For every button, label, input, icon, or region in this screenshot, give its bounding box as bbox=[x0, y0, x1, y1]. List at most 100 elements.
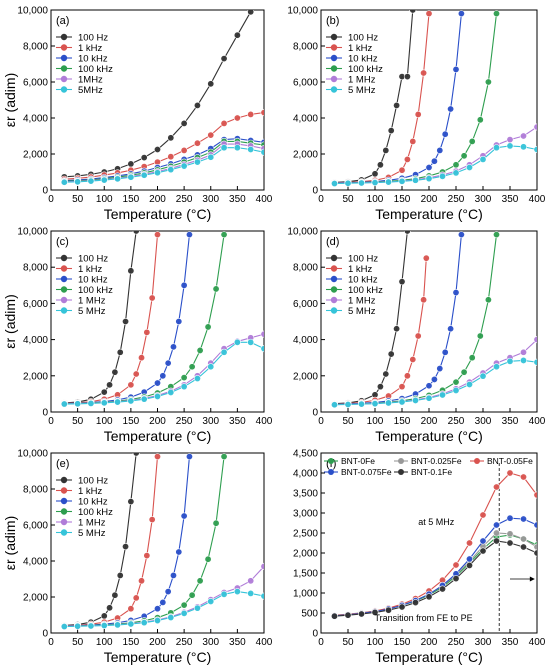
legend-marker bbox=[60, 497, 68, 505]
legend-label: BNT-0.075Fe bbox=[341, 467, 392, 477]
panel-label: (b) bbox=[326, 15, 339, 27]
data-point-5-mhz bbox=[207, 597, 215, 605]
data-point-100-hz bbox=[376, 161, 384, 169]
legend-label: BNT-0.025Fe bbox=[411, 456, 462, 466]
data-point-bnt-0-05fe bbox=[519, 473, 527, 481]
data-point-5-mhz bbox=[506, 142, 514, 150]
data-point-bnt-0-05fe bbox=[479, 511, 487, 519]
legend-marker bbox=[330, 65, 338, 72]
legend-marker bbox=[60, 33, 68, 41]
legend-label: 100 Hz bbox=[348, 33, 378, 44]
data-point-bnt-0-05fe bbox=[533, 491, 537, 499]
data-point-bnt-0-05fe bbox=[452, 561, 460, 569]
data-point-10-khz bbox=[159, 372, 167, 380]
data-point-5-mhz bbox=[519, 143, 527, 151]
data-point-bnt-0-1fe bbox=[371, 608, 379, 616]
x-tick-label: 150 bbox=[394, 416, 411, 427]
data-point-1-khz bbox=[409, 137, 417, 145]
data-point-5-mhz bbox=[398, 177, 406, 185]
legend-marker bbox=[60, 86, 68, 93]
x-tick-label: 0 bbox=[318, 194, 324, 205]
x-tick-label: 400 bbox=[529, 194, 546, 205]
data-point-100-hz bbox=[207, 80, 215, 88]
data-point-1-khz bbox=[148, 516, 156, 524]
legend-marker bbox=[60, 265, 68, 272]
data-point-5-mhz bbox=[74, 400, 82, 408]
data-point-5-mhz bbox=[371, 400, 379, 408]
data-point-5-mhz bbox=[154, 392, 162, 400]
data-point-100-hz bbox=[116, 571, 124, 579]
series-group bbox=[330, 10, 537, 188]
data-point-5-mhz bbox=[114, 621, 122, 629]
data-point-bnt-0-075fe bbox=[492, 521, 500, 529]
data-point-10-khz bbox=[452, 289, 460, 297]
y-tick-label: 0 bbox=[42, 629, 48, 640]
data-point-10-khz bbox=[185, 453, 193, 461]
data-point-1-khz bbox=[154, 453, 162, 461]
data-point-10-khz bbox=[164, 588, 172, 596]
data-point-5-mhz bbox=[180, 383, 188, 391]
x-tick-label: 100 bbox=[367, 416, 384, 427]
x-tick-label: 250 bbox=[448, 194, 465, 205]
legend-label: BNT-0Fe bbox=[341, 456, 375, 466]
data-point-100-hz bbox=[387, 127, 395, 135]
data-point-5mhz bbox=[167, 166, 175, 174]
data-point-100-hz bbox=[132, 453, 140, 457]
data-point-100-hz bbox=[106, 604, 114, 612]
data-point-5-mhz bbox=[452, 386, 460, 394]
y-tick-label: 4,000 bbox=[23, 335, 48, 346]
y-tick-label: 6,000 bbox=[23, 78, 48, 89]
y-tick-label: 6,000 bbox=[293, 78, 318, 89]
legend-marker bbox=[60, 487, 68, 494]
data-point-10-khz bbox=[447, 105, 455, 113]
legend-label: 10 kHz bbox=[348, 275, 378, 286]
x-tick-label: 350 bbox=[502, 194, 519, 205]
data-point-5-mhz bbox=[465, 164, 473, 172]
legend-label: 1 MHz bbox=[78, 518, 106, 529]
data-point-100-hz bbox=[100, 388, 108, 396]
data-point-5-mhz bbox=[506, 357, 514, 365]
data-point-100-hz bbox=[409, 10, 417, 14]
x-tick-label: 400 bbox=[529, 637, 546, 648]
x-tick-label: 50 bbox=[342, 637, 354, 648]
panel-label: (f) bbox=[326, 458, 336, 470]
data-point-1-khz bbox=[143, 552, 151, 560]
y-tick-label: 6,000 bbox=[23, 299, 48, 310]
data-point-100-hz bbox=[180, 119, 188, 127]
data-point-bnt-0-1fe bbox=[519, 543, 527, 551]
data-point-10-khz bbox=[159, 598, 167, 606]
data-point-bnt-0-075fe bbox=[533, 521, 537, 529]
y-tick-label: 0 bbox=[312, 408, 318, 419]
data-point-10-khz bbox=[425, 382, 433, 390]
data-point-100-hz bbox=[393, 325, 401, 333]
data-point-5-mhz bbox=[220, 590, 228, 598]
series-line-100-khz bbox=[64, 140, 264, 182]
series-line-100-hz bbox=[64, 453, 137, 626]
data-point-1-mhz bbox=[506, 136, 514, 144]
legend-marker bbox=[328, 469, 334, 475]
data-point-1-khz bbox=[398, 166, 406, 174]
legend-label: 10 kHz bbox=[78, 54, 108, 65]
x-axis-label: Temperature (°C) bbox=[104, 206, 212, 222]
legend-label: 100 Hz bbox=[78, 254, 108, 265]
data-point-1-khz bbox=[260, 109, 264, 117]
plot-frame bbox=[320, 9, 538, 191]
legend-label: 5 MHz bbox=[78, 306, 106, 317]
data-point-bnt-0-025fe bbox=[519, 535, 527, 543]
data-point-10-khz bbox=[425, 164, 433, 172]
data-point-5mhz bbox=[154, 169, 162, 177]
x-tick-label: 150 bbox=[394, 194, 411, 205]
legend-marker bbox=[60, 286, 68, 293]
data-point-1-khz bbox=[138, 577, 146, 585]
data-point-bnt-0-05fe bbox=[465, 539, 473, 547]
data-point-5-mhz bbox=[127, 620, 135, 628]
x-tick-label: 100 bbox=[367, 194, 384, 205]
y-tick-label: 4,000 bbox=[23, 557, 48, 568]
data-point-1-khz bbox=[233, 114, 241, 122]
data-point-5-mhz bbox=[465, 380, 473, 388]
legend-label: 1 kHz bbox=[78, 43, 103, 54]
data-point-5-mhz bbox=[233, 338, 241, 346]
series-line-5-mhz bbox=[64, 591, 264, 628]
data-point-10-khz bbox=[180, 512, 188, 520]
data-point-100-hz bbox=[247, 10, 255, 16]
